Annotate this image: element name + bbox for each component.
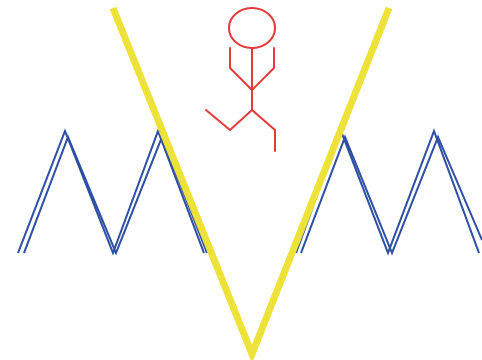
yellow-v-line [109, 6, 393, 360]
left-zigzag-outer-line [17, 128, 205, 256]
stick-figure [205, 7, 276, 152]
left-zigzag-inner-line [23, 134, 208, 256]
stick-figure-right-arm [251, 47, 275, 91]
stick-figure-left-arm [229, 47, 253, 91]
stick-figure-left-leg [205, 109, 253, 131]
right-zigzag [295, 128, 482, 256]
stick-figure-head [228, 7, 276, 49]
left-zigzag [17, 128, 208, 256]
right-zigzag-inner-line [300, 134, 482, 256]
stick-figure-right-leg [251, 109, 276, 152]
